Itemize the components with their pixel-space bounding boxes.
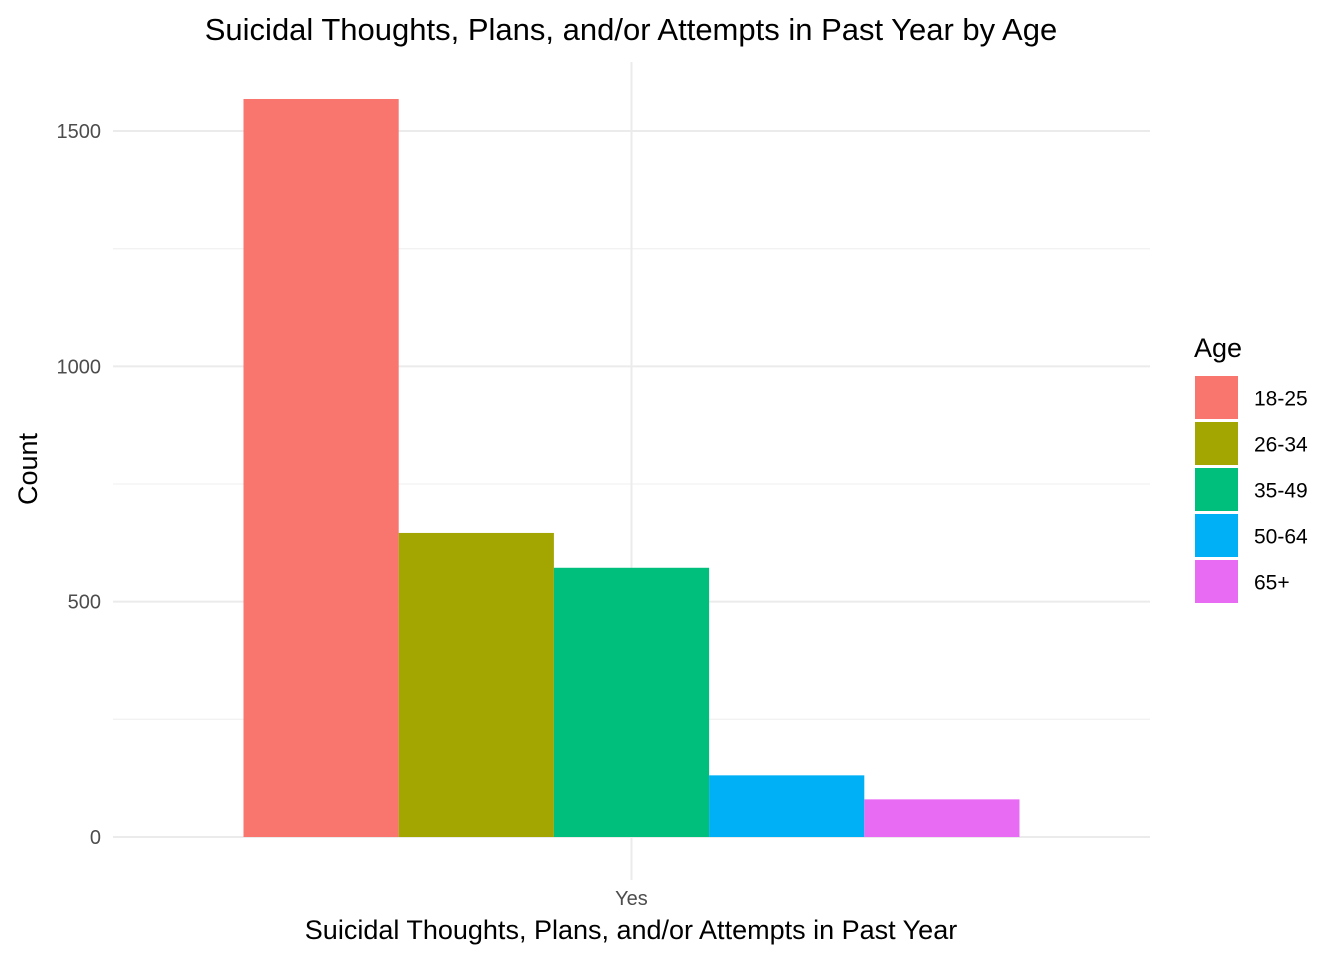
legend-label: 50-64 (1254, 526, 1308, 549)
x-tick-label: Yes (615, 888, 648, 910)
y-tick-label: 500 (68, 592, 101, 614)
legend-title: Age (1194, 333, 1242, 363)
legend-label: 35-49 (1254, 480, 1308, 503)
legend-key-18-25 (1195, 376, 1238, 419)
bar-65 (864, 799, 1020, 837)
y-tick-label: 1000 (57, 356, 102, 378)
legend-label: 65+ (1254, 572, 1290, 595)
legend-key-26-34 (1195, 422, 1238, 465)
x-axis-title: Suicidal Thoughts, Plans, and/or Attempt… (305, 915, 957, 945)
bar-35-49 (553, 567, 710, 837)
y-tick-label: 1500 (57, 121, 102, 143)
x-axis-ticks: Yes (615, 888, 648, 910)
y-axis-title: Count (13, 432, 43, 505)
chart-title: Suicidal Thoughts, Plans, and/or Attempt… (205, 12, 1057, 47)
legend-items: 18-25 26-34 35-49 50-64 65+ (1195, 376, 1308, 603)
legend-key-35-49 (1195, 468, 1238, 511)
legend-label: 26-34 (1254, 434, 1308, 457)
bar-26-34 (398, 532, 554, 837)
bars (243, 98, 1020, 837)
y-tick-label: 0 (90, 827, 101, 849)
bar-18-25 (243, 98, 399, 837)
legend-label: 18-25 (1254, 388, 1308, 411)
bar-50-64 (709, 775, 865, 837)
legend-key-50-64 (1195, 514, 1238, 557)
legend-key-65+ (1195, 560, 1238, 603)
legend: Age 18-25 26-34 35-49 50-64 65+ (1194, 333, 1308, 603)
y-axis-ticks: 0 500 1000 1500 (57, 121, 102, 849)
